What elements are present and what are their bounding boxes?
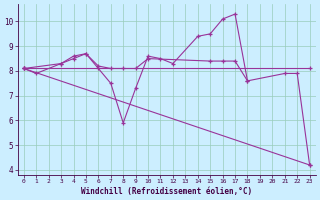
X-axis label: Windchill (Refroidissement éolien,°C): Windchill (Refroidissement éolien,°C) xyxy=(81,187,252,196)
